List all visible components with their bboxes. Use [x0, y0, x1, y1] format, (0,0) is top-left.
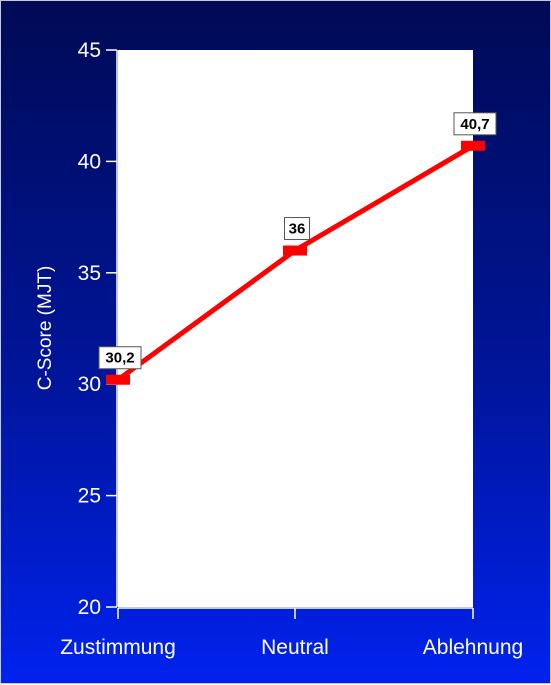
data-label-text: 36: [289, 221, 306, 238]
data-label: 36: [284, 217, 310, 241]
series-line: [106, 140, 485, 385]
y-tick-label: 30: [78, 373, 101, 396]
y-tick-label: 25: [78, 485, 101, 508]
x-tick-label: Neutral: [261, 636, 329, 659]
data-label: 40,7: [453, 112, 497, 136]
data-label-text: 40,7: [460, 116, 489, 133]
data-point-marker: [461, 140, 485, 151]
y-tick-label: 20: [78, 596, 101, 619]
y-axis: 20 25 30 35 40 45: [78, 39, 118, 619]
data-point-marker: [106, 374, 130, 385]
plot-area: [118, 50, 473, 607]
x-axis: Zustimmung Neutral Ablehnung: [60, 607, 523, 659]
data-label-text: 30,2: [105, 350, 134, 367]
y-tick-label: 35: [78, 262, 101, 285]
data-labels: 30,2 36 40,7: [98, 112, 497, 370]
data-label-box: [453, 112, 497, 136]
y-tick-label: 40: [78, 150, 101, 173]
y-axis-title: C-Score (MJT): [35, 266, 56, 391]
x-tick-label: Ablehnung: [423, 636, 523, 659]
data-point-marker: [283, 245, 307, 256]
data-label: 30,2: [98, 346, 142, 370]
data-label-box: [98, 346, 142, 370]
y-tick-label: 45: [78, 39, 101, 62]
x-tick-label: Zustimmung: [60, 636, 176, 659]
data-label-box: [284, 217, 310, 241]
